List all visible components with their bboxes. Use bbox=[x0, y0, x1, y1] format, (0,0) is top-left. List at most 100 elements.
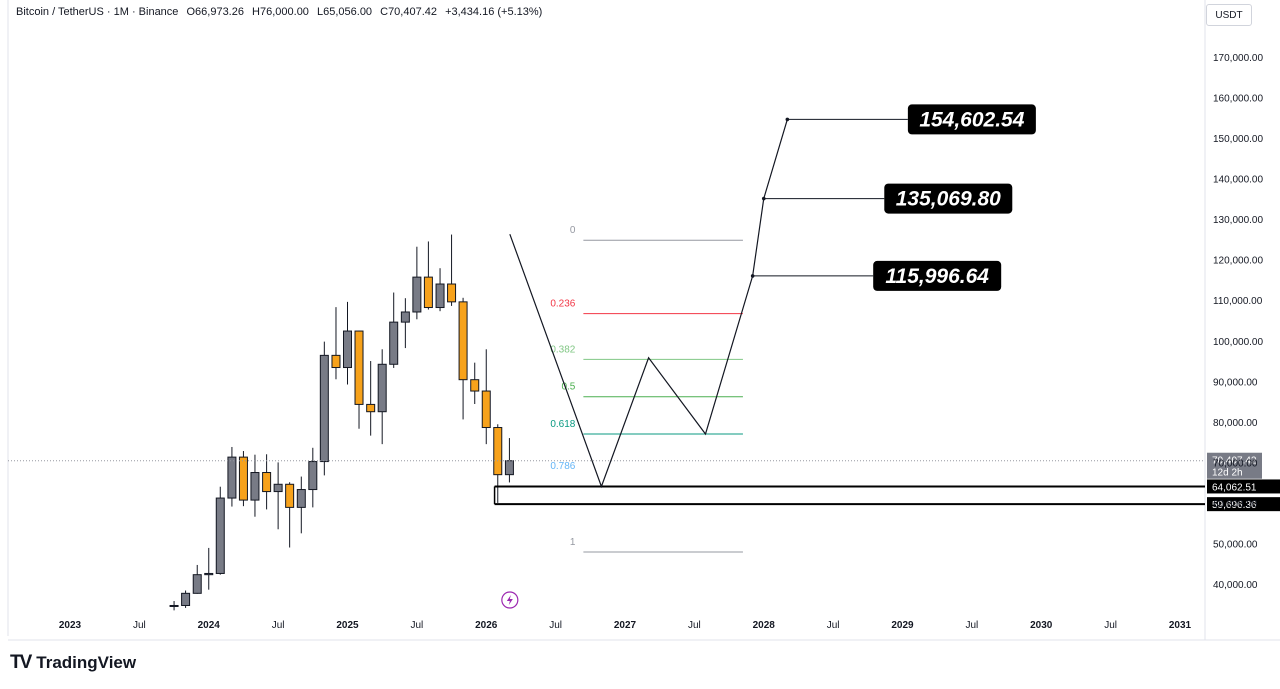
candle-body bbox=[354, 330, 364, 405]
currency-unit-button[interactable]: USDT bbox=[1206, 4, 1252, 26]
candle bbox=[308, 447, 318, 508]
candle-body bbox=[319, 354, 329, 463]
x-tick-label: 2029 bbox=[891, 620, 914, 631]
legend-high: H76,000.00 bbox=[252, 6, 309, 18]
legend-close: C70,407.42 bbox=[380, 6, 438, 18]
candle-body bbox=[285, 483, 295, 508]
candle bbox=[377, 349, 387, 445]
candle bbox=[227, 446, 237, 507]
candle bbox=[389, 292, 399, 368]
y-tick-label: 130,000.00 bbox=[1213, 215, 1263, 226]
y-tick-label: 70,000.00 bbox=[1213, 458, 1258, 469]
candle-body bbox=[377, 363, 387, 413]
candle-body bbox=[481, 390, 491, 429]
fib-level-label: 1 bbox=[570, 537, 576, 548]
x-tick-label: 2025 bbox=[336, 620, 359, 631]
candle bbox=[238, 451, 248, 507]
projection-drawing: 154,602.54 135,069.80 115,996.64 bbox=[501, 104, 1036, 609]
logo-text: TradingView bbox=[36, 653, 137, 672]
current-price-label: 70,407.42 bbox=[1212, 456, 1257, 467]
candle bbox=[400, 298, 410, 349]
candle bbox=[435, 268, 445, 312]
x-tick-label: Jul bbox=[1104, 620, 1117, 631]
fib-level-label: 0.786 bbox=[550, 461, 575, 472]
candle-body bbox=[273, 483, 283, 493]
x-tick-label: Jul bbox=[133, 620, 146, 631]
x-tick-label: Jul bbox=[272, 620, 285, 631]
target-label: 115,996.64 bbox=[885, 265, 989, 288]
y-tick-label: 40,000.00 bbox=[1213, 580, 1258, 591]
legend-change: +3,434.16 (+5.13%) bbox=[445, 6, 543, 18]
y-tick-label: 170,000.00 bbox=[1213, 53, 1263, 64]
candle-body bbox=[470, 379, 480, 392]
candle-body bbox=[504, 460, 514, 476]
fib-level-label: 0.5 bbox=[561, 382, 575, 393]
y-tick-label: 100,000.00 bbox=[1213, 337, 1263, 348]
legend-open: O66,973.26 bbox=[186, 6, 244, 18]
countdown-label: 12d 2h bbox=[1212, 468, 1243, 479]
target-label: 135,069.80 bbox=[896, 188, 1001, 211]
candle-body bbox=[331, 354, 341, 369]
candle-body bbox=[412, 276, 422, 313]
candle bbox=[331, 307, 341, 380]
candle bbox=[285, 482, 295, 548]
horizontal-level-label: 59,696.36 bbox=[1212, 500, 1257, 511]
y-tick-label: 80,000.00 bbox=[1213, 418, 1258, 429]
y-tick-label: 60,000.00 bbox=[1213, 499, 1258, 510]
candle bbox=[470, 362, 480, 405]
y-tick-label: 160,000.00 bbox=[1213, 94, 1263, 105]
x-tick-label: Jul bbox=[827, 620, 840, 631]
y-tick-label: 150,000.00 bbox=[1213, 134, 1263, 145]
candle bbox=[250, 454, 260, 517]
candle-body bbox=[204, 572, 214, 576]
candle bbox=[343, 301, 352, 385]
candle-body bbox=[423, 276, 433, 309]
candle bbox=[366, 361, 376, 436]
candle-body bbox=[192, 574, 202, 594]
candle-body bbox=[400, 311, 410, 323]
legend-symbol: Bitcoin / TetherUS · 1M · Binance bbox=[16, 6, 179, 18]
candle-body bbox=[238, 456, 248, 501]
y-tick-label: 50,000.00 bbox=[1213, 539, 1258, 550]
candle bbox=[354, 330, 364, 429]
horizontal-level-label: 64,062.51 bbox=[1212, 482, 1257, 493]
fib-level-label: 0.618 bbox=[550, 419, 575, 430]
x-tick-label: 2027 bbox=[614, 620, 637, 631]
candle bbox=[181, 590, 191, 608]
target-label: 154,602.54 bbox=[919, 108, 1024, 131]
candle bbox=[319, 341, 329, 476]
fib-level-label: 0.236 bbox=[550, 299, 575, 310]
axes-layer: 170,000.00 160,000.00 150,000.00 1 40,000.00… bbox=[59, 53, 1264, 631]
candle-body bbox=[296, 489, 306, 508]
candle bbox=[169, 601, 179, 611]
legend-low: L65,056.00 bbox=[317, 6, 373, 18]
candle-body bbox=[389, 321, 399, 365]
x-tick-label: Jul bbox=[965, 620, 978, 631]
x-tick-label: 2031 bbox=[1169, 620, 1192, 631]
candle-body bbox=[458, 301, 468, 381]
candle-body bbox=[366, 403, 376, 413]
candle bbox=[481, 349, 491, 445]
candle bbox=[273, 462, 283, 530]
x-tick-label: Jul bbox=[688, 620, 701, 631]
x-tick-label: 2024 bbox=[198, 620, 221, 631]
candle-body bbox=[262, 472, 272, 493]
target-label-box bbox=[873, 260, 1002, 291]
horizontal-level-badge bbox=[1207, 479, 1280, 494]
x-tick-label: 2023 bbox=[59, 620, 82, 631]
candlestick-series bbox=[169, 234, 514, 611]
candle-body bbox=[493, 427, 503, 476]
target-label-box bbox=[907, 104, 1036, 135]
tradingview-logo[interactable]: TV TradingView bbox=[10, 652, 136, 674]
x-tick-label: 2030 bbox=[1030, 620, 1053, 631]
horizontal-level-badge bbox=[1207, 497, 1280, 512]
candle bbox=[423, 241, 433, 310]
candle bbox=[493, 424, 503, 503]
tradingview-logo-icon: TV bbox=[10, 652, 32, 673]
y-tick-label: 110,000.00 bbox=[1213, 296, 1263, 307]
candle bbox=[458, 297, 468, 420]
grid-layer bbox=[7, 0, 1280, 641]
current-price-badge bbox=[1207, 452, 1262, 479]
